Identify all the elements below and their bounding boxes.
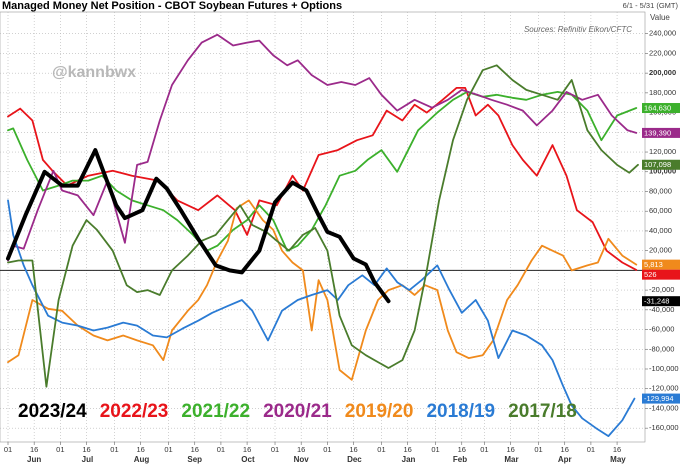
month-label: Aug: [134, 455, 150, 464]
y-tick-label: 120,000: [649, 147, 676, 156]
date-range: 6/1 - 5/31 (GMT): [623, 1, 679, 10]
y-tick-label: 40,000: [649, 226, 672, 235]
month-label: Mar: [504, 455, 518, 464]
series-line: [7, 64, 639, 388]
x-tick-label: 16: [297, 445, 305, 454]
month-label: Jan: [402, 455, 416, 464]
legend-entry: 2020/21: [263, 401, 332, 422]
month-label: Jun: [27, 455, 41, 464]
series-line: [7, 33, 638, 262]
end-label-box: [642, 127, 680, 138]
y-tick-label: -100,000: [649, 364, 679, 373]
legend-entry: 2018/19: [426, 401, 495, 422]
chart-title: Managed Money Net Position - CBOT Soybea…: [2, 0, 342, 12]
series-line: [7, 199, 636, 437]
x-tick-label: 16: [613, 445, 621, 454]
x-tick-label: 16: [30, 445, 38, 454]
y-tick-label: -40,000: [649, 305, 674, 314]
y-tick-label: 180,000: [649, 88, 676, 97]
month-label: Dec: [347, 455, 362, 464]
x-tick-label: 01: [217, 445, 225, 454]
y-tick-label: -140,000: [649, 403, 679, 412]
x-tick-label: 01: [271, 445, 279, 454]
source: Sources: Refinitiv Eikon/CFTC: [524, 25, 632, 34]
x-tick-label: 16: [458, 445, 466, 454]
series-line: [6, 148, 391, 304]
y-tick-label: -120,000: [649, 384, 679, 393]
x-tick-label: 01: [431, 445, 439, 454]
y-tick-label: 20,000: [649, 246, 672, 255]
x-tick-label: 01: [323, 445, 331, 454]
watermark: @kannbwx: [52, 64, 136, 81]
x-tick-label: 01: [534, 445, 542, 454]
y-tick-label: 60,000: [649, 206, 672, 215]
legend-entry: 2023/24: [18, 401, 87, 422]
x-tick-label: 16: [506, 445, 514, 454]
x-tick-label: 16: [82, 445, 90, 454]
y-tick-label: 80,000: [649, 186, 672, 195]
x-tick-label: 16: [561, 445, 569, 454]
end-label: -129,994: [644, 394, 674, 403]
end-label-box: [642, 159, 680, 170]
end-label-box: [642, 269, 680, 280]
end-label: 107,098: [644, 160, 671, 169]
x-tick-label: 01: [480, 445, 488, 454]
x-tick-label: 16: [136, 445, 144, 454]
x-tick-label: 16: [243, 445, 251, 454]
month-label: Oct: [241, 455, 255, 464]
legend-entry: 2021/22: [181, 401, 250, 422]
y-tick-label: -20,000: [649, 285, 674, 294]
plot-area: [0, 11, 646, 443]
x-tick-label: 01: [164, 445, 172, 454]
y-tick-label: 240,000: [649, 29, 676, 38]
y-tick-label: -160,000: [649, 423, 679, 432]
end-label-box: [642, 103, 680, 114]
legend-entry: 2022/23: [100, 401, 169, 422]
end-label: 5,813: [644, 260, 663, 269]
legend-entry: 2017/18: [508, 401, 577, 422]
end-label: 139,390: [644, 128, 671, 137]
series-line: [7, 87, 638, 271]
end-label: -31,248: [644, 297, 669, 306]
y-tick-label: -60,000: [649, 325, 674, 334]
series-line: [7, 199, 638, 381]
end-label-box: [642, 296, 680, 307]
y-tick-label: -80,000: [649, 344, 674, 353]
x-tick-label: 01: [377, 445, 385, 454]
month-label: Jul: [82, 455, 94, 464]
x-tick-label: 16: [403, 445, 411, 454]
x-tick-label: 16: [191, 445, 199, 454]
y-tick-label: 220,000: [649, 48, 676, 57]
month-label: May: [610, 455, 626, 464]
month-label: Sep: [187, 455, 202, 464]
end-label-box: [642, 259, 680, 270]
x-tick-label: 16: [349, 445, 357, 454]
end-label-box: [642, 393, 680, 404]
legend-entry: 2019/20: [345, 401, 414, 422]
end-label: 526: [644, 270, 657, 279]
month-label: Feb: [453, 455, 467, 464]
x-tick-label: 01: [56, 445, 64, 454]
end-label: 164,630: [644, 104, 671, 113]
month-label: Apr: [558, 455, 572, 464]
x-tick-label: 01: [4, 445, 12, 454]
y-tick-label: 100,000: [649, 167, 676, 176]
x-tick-label: 01: [587, 445, 595, 454]
x-tick-label: 01: [110, 445, 118, 454]
month-label: Nov: [294, 455, 310, 464]
y-axis-label: Value: [650, 13, 670, 22]
y-tick-label: 200,000: [649, 68, 676, 77]
